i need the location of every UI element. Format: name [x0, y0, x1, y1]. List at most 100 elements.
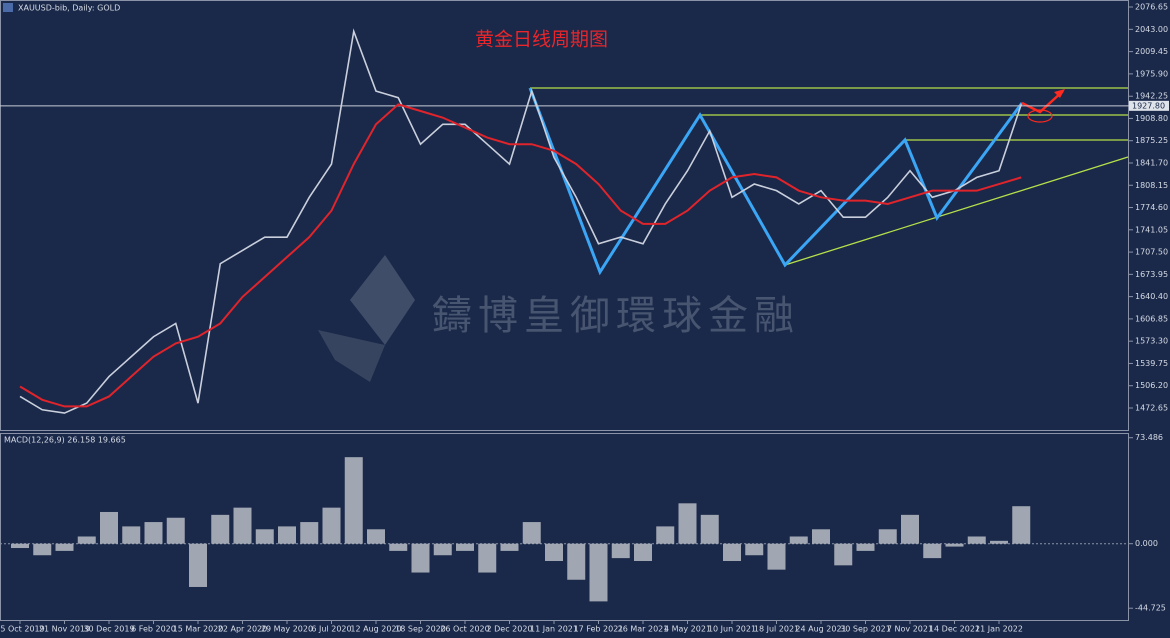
macd-bar [500, 543, 519, 551]
y-tick-label: -44.725 [1135, 604, 1166, 613]
y-tick-label: 1808.15 [1135, 181, 1168, 190]
y-tick-label: 1472.65 [1135, 403, 1168, 412]
macd-bar [100, 511, 118, 544]
y-tick-label: 1875.25 [1135, 136, 1168, 145]
macd-bar [812, 529, 830, 544]
x-tick-label: 17 Feb 2021 [574, 625, 624, 634]
macd-bar [723, 543, 741, 562]
macd-bar [456, 543, 474, 551]
x-tick-label: 4 May 2021 [664, 625, 711, 634]
macd-bar [255, 529, 274, 544]
annotations [528, 87, 1129, 276]
x-tick-label: 26 Oct 2020 [440, 625, 489, 634]
macd-bar [990, 540, 1008, 544]
y-tick-label: 73.486 [1135, 433, 1163, 442]
macd-bar [567, 543, 586, 580]
x-tick-label: 30 Sep 2021 [840, 625, 891, 634]
macd-bar [122, 526, 141, 544]
y-tick-label: 1774.60 [1135, 203, 1168, 212]
y-tick-label: 2076.65 [1135, 3, 1168, 12]
x-tick-label: 6 Jul 2020 [311, 625, 351, 634]
macd-bar [656, 526, 675, 544]
macd-bar [967, 536, 986, 544]
chart-title: 黄金日线周期图 [475, 29, 608, 51]
macd-bar [767, 543, 786, 570]
x-tick-label: 12 Aug 2020 [350, 625, 401, 634]
x-tick-label: 2 Dec 2020 [486, 625, 532, 634]
macd-frame [0, 433, 1129, 621]
y-tick-label: 1606.85 [1135, 314, 1168, 323]
symbol-header: XAUUSD-bib, Daily: GOLD [18, 4, 120, 13]
macd-bar [33, 543, 52, 556]
y-tick-label: 1506.20 [1135, 381, 1168, 390]
macd-label: MACD(12,26,9) 26.158 19.665 [4, 436, 126, 445]
x-tick-label: 6 Feb 2020 [131, 625, 176, 634]
y-tick-label: 1841.70 [1135, 158, 1168, 167]
macd-bar [389, 543, 408, 551]
macd-bar [322, 507, 341, 544]
x-tick-label: 15 Mar 2020 [173, 625, 224, 634]
price-line [19, 28, 1023, 414]
y-tick-label: 1975.90 [1135, 69, 1168, 78]
y-tick-label: 1539.75 [1135, 359, 1168, 368]
macd-bar [278, 526, 296, 544]
macd-bar [923, 543, 942, 559]
macd-bar [11, 543, 29, 549]
macd-bar [478, 543, 497, 573]
macd-bar [189, 543, 207, 587]
x-tick-label: 18 Jul 2021 [754, 625, 799, 634]
price-line [19, 103, 1022, 408]
y-tick-label: 1942.25 [1135, 92, 1168, 101]
macd-bar [789, 536, 808, 544]
macd-bar [678, 503, 697, 544]
x-tick-label: 24 Aug 2021 [795, 625, 846, 634]
current-price-box [1129, 100, 1169, 111]
y-tick-label: 1573.30 [1135, 337, 1168, 346]
x-tick-label: 30 Dec 2019 [83, 625, 134, 634]
y-tick-label: 1908.80 [1135, 114, 1168, 123]
x-tick-label: 18 Sep 2020 [395, 625, 446, 634]
y-tick-label: 1707.50 [1135, 248, 1168, 257]
macd-bar [901, 514, 919, 544]
macd-bar [367, 529, 385, 544]
price-frame [0, 0, 1129, 431]
x-tick-label: 15 Oct 2019 [0, 625, 45, 634]
watermark-logo [318, 255, 415, 382]
macd-bar [55, 543, 74, 551]
y-tick-label: 1741.05 [1135, 225, 1168, 234]
macd-bar [344, 457, 363, 544]
macd-bar [1012, 506, 1031, 544]
macd-bar [77, 536, 96, 544]
watermark: 鑄博皇御環球金融 [432, 293, 800, 339]
x-tick-label: 22 Apr 2020 [218, 625, 267, 634]
macd-bar [834, 543, 853, 566]
x-tick-label: 29 May 2020 [261, 625, 313, 634]
macd-bar [300, 522, 319, 544]
macd-bar [144, 522, 163, 544]
current-price-label: 1927.80 [1132, 101, 1165, 110]
x-tick-label: 26 Mar 2021 [618, 625, 669, 634]
macd-bar [856, 543, 875, 551]
macd-bar [522, 522, 541, 544]
macd-bar [211, 514, 230, 544]
macd-bar [545, 543, 563, 562]
x-tick-label: 21 Nov 2019 [39, 625, 90, 634]
macd-bar [589, 543, 608, 602]
macd-bar [166, 517, 185, 544]
x-tick-label: 10 Jun 2021 [708, 625, 756, 634]
macd-bar [433, 543, 452, 556]
x-tick-label: 14 Dec 2021 [929, 625, 980, 634]
x-tick-label: 7 Nov 2021 [887, 625, 933, 634]
macd-bar [411, 543, 430, 573]
macd-bar [611, 543, 630, 559]
macd-bar [634, 543, 652, 562]
macd-bar [945, 543, 964, 547]
macd-bar [700, 514, 719, 544]
macd-bar [745, 543, 764, 556]
macd-bar [233, 507, 252, 544]
y-tick-label: 0.000 [1135, 539, 1158, 548]
x-tick-label: 11 Jan 2021 [530, 625, 578, 634]
y-tick-label: 2009.45 [1135, 47, 1168, 56]
